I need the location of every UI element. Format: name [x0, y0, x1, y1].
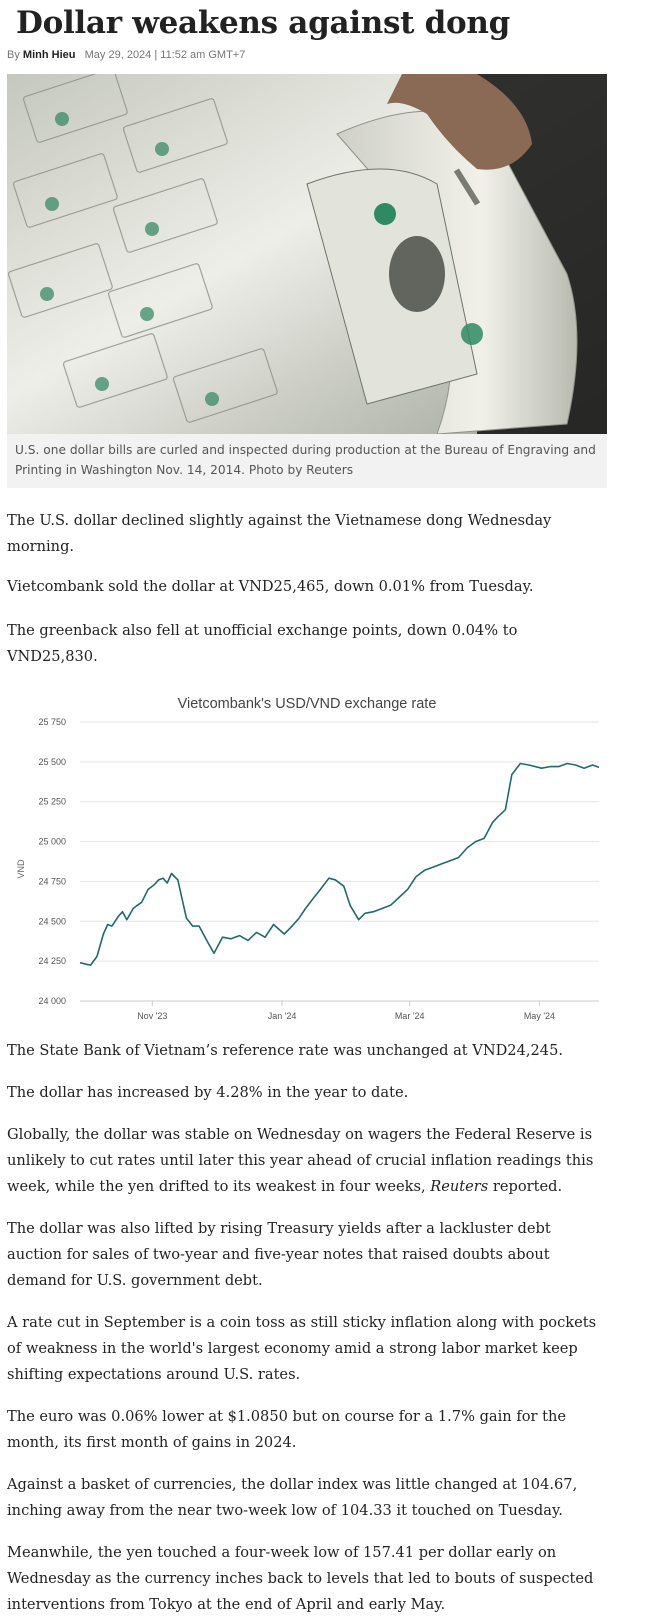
- y-tick-label: 25 750: [38, 717, 66, 727]
- paragraph: The dollar was also lifted by rising Tre…: [7, 1220, 551, 1289]
- paragraph: The euro was 0.06% lower at $1.0850 but …: [7, 1408, 567, 1451]
- paragraph: The State Bank of Vietnam’s reference ra…: [7, 1042, 563, 1059]
- paragraph: The greenback also fell at unofficial ex…: [7, 622, 518, 665]
- y-tick-label: 25 500: [38, 757, 66, 767]
- series-line: [79, 762, 600, 966]
- publish-date: May 29, 2024 | 11:52 am GMT+7: [84, 49, 246, 61]
- chart-title: Vietcombank's USD/VND exchange rate: [178, 696, 437, 712]
- paragraph: Against a basket of currencies, the doll…: [7, 1476, 578, 1519]
- article-title: Dollar weakens against dong: [16, 5, 511, 41]
- byline-prefix: By: [7, 49, 20, 61]
- paragraph: Globally, the dollar was stable on Wedne…: [7, 1122, 607, 1200]
- source-name: Reuters: [430, 1178, 489, 1195]
- paragraph: Vietcombank sold the dollar at VND25,465…: [7, 578, 534, 595]
- x-tick-label: Jan '24: [268, 1011, 297, 1021]
- paragraph: A rate cut in September is a coin toss a…: [7, 1314, 597, 1383]
- paragraph-text: Globally, the dollar was stable on Wedne…: [7, 1126, 594, 1195]
- paragraph: The dollar has increased by 4.28% in the…: [7, 1084, 409, 1101]
- article-photo: [7, 74, 607, 434]
- x-tick-label: Nov '23: [137, 1011, 167, 1021]
- y-tick-label: 24 000: [38, 996, 66, 1006]
- paragraph-text: reported.: [488, 1178, 563, 1195]
- x-tick-label: Mar '24: [395, 1011, 425, 1021]
- byline: By Minh Hieu May 29, 2024 | 11:52 am GMT…: [7, 49, 607, 61]
- paragraph: The U.S. dollar declined slightly agains…: [7, 512, 552, 555]
- y-tick-label: 24 250: [38, 956, 66, 966]
- y-tick-label: 25 250: [38, 797, 66, 807]
- line-chart-svg: Vietcombank's USD/VND exchange rate VND …: [16, 696, 600, 1021]
- dollar-bills-photo: [7, 74, 607, 434]
- y-tick-label: 24 750: [38, 876, 66, 886]
- author-link[interactable]: Minh Hieu: [22, 49, 76, 61]
- photo-caption: U.S. one dollar bills are curled and ins…: [7, 434, 607, 488]
- y-tick-label: 25 000: [38, 837, 66, 847]
- paragraph: Meanwhile, the yen touched a four-week l…: [7, 1544, 594, 1613]
- y-tick-label: 24 500: [38, 916, 66, 926]
- x-tick-label: May '24: [524, 1011, 555, 1021]
- exchange-rate-chart: Vietcombank's USD/VND exchange rate VND …: [7, 684, 607, 1034]
- y-axis-label: VND: [16, 859, 26, 879]
- article: Dollar weakens against dong By Minh Hieu…: [7, 0, 607, 1618]
